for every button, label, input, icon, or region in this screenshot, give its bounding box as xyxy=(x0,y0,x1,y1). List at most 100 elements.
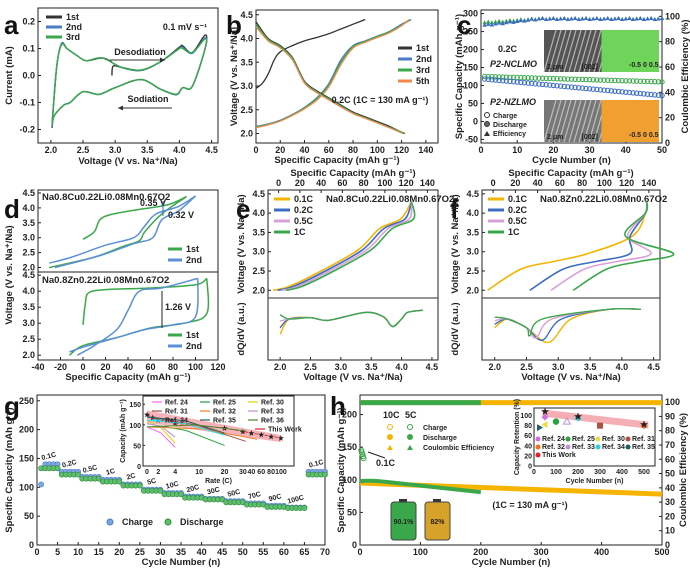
capacity-marker xyxy=(626,89,633,96)
reference-line xyxy=(146,416,225,434)
x-tick-label: 20 xyxy=(275,145,285,155)
x2-tick-label: 140 xyxy=(641,178,656,188)
retention-marker xyxy=(552,418,560,425)
y-tick-label: 2.5 xyxy=(240,105,253,115)
efficiency-marker xyxy=(543,16,549,21)
rate-voltage-curve xyxy=(273,201,413,292)
capacity-marker xyxy=(601,77,607,83)
capacity-marker xyxy=(500,78,506,84)
capacity-marker xyxy=(492,77,499,83)
x-tick-label: 500 xyxy=(654,547,669,557)
efficiency-marker xyxy=(551,15,556,20)
lattice-fringe xyxy=(543,29,557,73)
y-tick-label: 4.5 xyxy=(22,188,35,198)
capacity-marker xyxy=(615,77,622,84)
capacity-marker xyxy=(579,85,586,91)
y-tick-label: 3.0 xyxy=(252,247,265,257)
lattice-fringe xyxy=(588,29,602,73)
x-axis-label: Voltage (V vs. Na⁺/Na) xyxy=(303,372,402,383)
inset-legend-label: Ref. 31 xyxy=(165,409,188,416)
legend-marker-charge xyxy=(106,518,114,526)
y-tick-label: 200 xyxy=(19,425,34,435)
x-tick-label: -20 xyxy=(54,362,67,372)
legend-label-discharge: Discharge xyxy=(180,517,224,527)
y-tick-label: 150 xyxy=(19,453,34,463)
rate-label: 0.2C xyxy=(61,459,77,470)
x-tick-label: 50 xyxy=(657,145,667,155)
gap-annotation-1st: 0.35 V xyxy=(140,198,166,208)
efficiency-marker xyxy=(601,16,607,21)
efficiency-marker xyxy=(652,16,657,21)
inset-legend-label: Ref. 34 xyxy=(602,444,625,451)
x-tick-label: 40 xyxy=(621,145,631,155)
dqdv-curve xyxy=(279,309,423,328)
x-axis-label: Voltage (V vs. Na⁺/Na) xyxy=(78,156,177,167)
inset-x-axis-label: Rate (C) xyxy=(205,478,232,485)
efficiency-marker xyxy=(507,19,513,24)
inset-legend-marker xyxy=(625,436,631,442)
rate-label: 20C xyxy=(186,484,200,494)
capacity-marker xyxy=(626,78,633,84)
panel-c: c0 10 20 30 40 50-500501001502002503000204060… xyxy=(454,9,690,166)
retention-marker xyxy=(574,414,582,422)
inset-y-axis-label: Capacity Retention (%) xyxy=(514,399,521,475)
y-axis-label-dqdv: dQ/dV (a.u.) xyxy=(450,302,461,355)
capacity-marker xyxy=(536,75,542,81)
y-tick-label: 0.2 xyxy=(22,17,35,27)
x-tick-label: 100 xyxy=(370,145,385,155)
inset-x-tick-label: 60 xyxy=(257,469,265,476)
y-tick-label: 200 xyxy=(463,45,478,55)
discharge-marker xyxy=(301,505,308,511)
capacity-marker xyxy=(612,77,618,84)
capacity-marker xyxy=(503,78,510,84)
y-tick-label: 150 xyxy=(342,442,357,452)
capacity-marker xyxy=(612,88,618,94)
panel-label-b: b xyxy=(226,10,242,40)
y-tick-label: 10 xyxy=(665,526,675,536)
x-tick-label: 2.0 xyxy=(488,362,501,372)
capacity-marker xyxy=(608,88,615,94)
inset-legend-label: Ref. 30 xyxy=(261,400,284,407)
efficiency-marker xyxy=(493,19,498,24)
x2-tick-label: 20 xyxy=(510,178,520,188)
y-tick-label: 60 xyxy=(665,62,675,72)
x-tick-label: 0 xyxy=(478,145,483,155)
x-tick-label: 300 xyxy=(534,547,549,557)
retention-marker xyxy=(562,417,572,425)
capacity-marker xyxy=(652,92,658,98)
y-tick-label: 200 xyxy=(342,410,357,420)
x-axis-label: Specific Capacity (mAh g⁻¹) xyxy=(65,372,190,383)
capacity-marker xyxy=(561,83,567,90)
legend-marker xyxy=(407,434,413,440)
x-tick-label: 60 xyxy=(145,362,155,372)
capacity-marker xyxy=(521,75,528,81)
inset-legend-marker xyxy=(625,444,631,450)
capacity-marker xyxy=(576,76,582,83)
x2-tick-label: 40 xyxy=(533,178,543,188)
y-tick-label: 100 xyxy=(19,482,34,492)
inset-legend-marker xyxy=(595,444,601,450)
this-work-marker: ★ xyxy=(258,431,265,439)
x-tick-label: 100 xyxy=(188,362,203,372)
x-tick-label: 5 xyxy=(55,547,60,557)
y-tick-label: 2.0 xyxy=(22,263,35,273)
x2-tick-label: 100 xyxy=(377,178,392,188)
x-tick-label: 50 xyxy=(238,547,248,557)
y-axis-label: Specific Capacity (mAh g⁻¹) xyxy=(454,14,465,139)
retention-marker-star: ★ xyxy=(640,420,649,430)
efficiency-marker xyxy=(482,20,487,25)
rate-voltage-curve xyxy=(550,201,652,291)
capacity-marker xyxy=(550,75,557,82)
y-tick-label: 20 xyxy=(665,113,675,123)
x-tick-label: 40 xyxy=(123,362,133,372)
inset-legend-label: Ref. 24 xyxy=(542,436,565,443)
efficiency-marker xyxy=(627,15,632,20)
panel-label-g: g xyxy=(4,391,20,421)
legend-label: 1st xyxy=(186,244,199,254)
retention-marker-star: ★ xyxy=(574,412,583,422)
y-tick-label: 2.0 xyxy=(466,285,479,295)
y-tick-label: 4.0 xyxy=(22,203,35,213)
this-work-marker: ★ xyxy=(278,435,285,443)
y2-axis-label: Coulombic Efficiency (%) xyxy=(678,413,689,527)
x-tick-label: 65 xyxy=(299,547,309,557)
